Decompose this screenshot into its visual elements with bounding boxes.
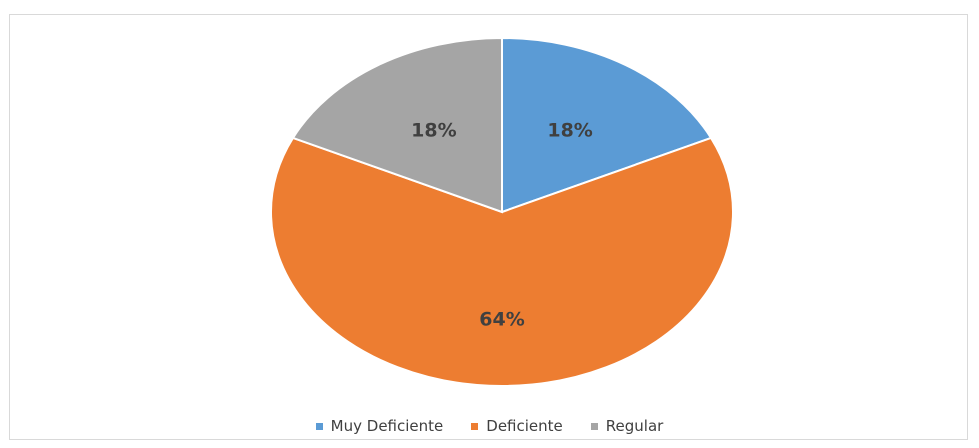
legend-label-regular: Regular [605,417,664,435]
legend-swatch-muy-deficiente [315,422,323,430]
data-label-muy-deficiente: 18% [547,120,592,142]
legend-entry-regular[interactable]: Regular [590,417,664,435]
pie-slice-deficiente[interactable] [270,136,734,387]
pie-slice-regular[interactable] [291,36,503,214]
legend-label-deficiente: Deficiente [486,417,563,435]
legend-swatch-regular [590,422,598,430]
legend-swatch-deficiente [471,422,479,430]
data-label-deficiente: 64% [479,308,524,330]
pie-chart: 18% 64% 18% [270,36,734,387]
legend-label-muy-deficiente: Muy Deficiente [330,417,444,435]
data-label-regular: 18% [411,120,456,142]
legend: Muy Deficiente Deficiente Regular [10,417,969,435]
pie-slice-muy-deficiente[interactable] [501,36,713,214]
pie-slices [270,36,734,387]
pie-data-labels: 18% 64% 18% [411,120,593,331]
legend-entry-deficiente[interactable]: Deficiente [471,417,563,435]
legend-entry-muy-deficiente[interactable]: Muy Deficiente [315,417,444,435]
chart-area: 18% 64% 18% Muy Deficiente Deficiente Regu… [9,14,968,440]
